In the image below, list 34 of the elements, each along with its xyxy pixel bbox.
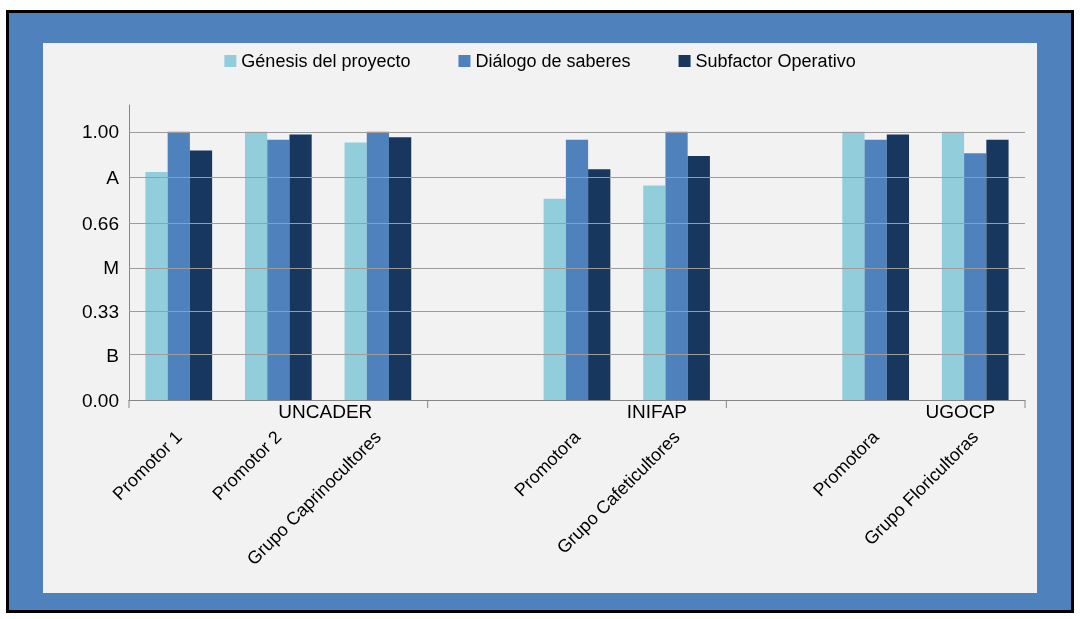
- legend-label: Diálogo de saberes: [475, 51, 631, 71]
- bar: [189, 150, 213, 400]
- bar: [565, 139, 589, 400]
- text: INIFAP: [626, 401, 687, 422]
- bar: [167, 131, 190, 400]
- y-tick-label: A: [106, 166, 120, 188]
- y-tick-label: 1.00: [82, 121, 119, 143]
- bar: [389, 137, 412, 400]
- bar: [941, 131, 965, 400]
- y-tick-label: M: [103, 256, 119, 278]
- bar: [842, 131, 865, 400]
- y-tick-label: 0.33: [82, 301, 119, 322]
- bar: [267, 139, 290, 400]
- bar: [665, 131, 688, 400]
- bar: [289, 134, 312, 400]
- text: UNCADER: [278, 401, 373, 422]
- bar: [986, 139, 1009, 400]
- bar: [864, 139, 887, 400]
- bar: [964, 153, 987, 400]
- y-tick-label: 0.66: [82, 212, 119, 234]
- bar: [886, 134, 910, 400]
- bar: [643, 185, 666, 400]
- bar: [588, 169, 611, 400]
- y-tick-label: B: [106, 345, 119, 367]
- bar: [344, 142, 367, 400]
- bar: [543, 198, 566, 400]
- bar: [366, 131, 390, 400]
- bar: [244, 131, 268, 400]
- bar: [145, 172, 168, 400]
- bar: [687, 155, 710, 400]
- y-tick-label: 0.00: [82, 389, 119, 411]
- legend-label: Subfactor Operativo: [695, 51, 856, 71]
- legend-label: Génesis del proyecto: [241, 51, 411, 71]
- text: UGOCP: [925, 401, 996, 422]
